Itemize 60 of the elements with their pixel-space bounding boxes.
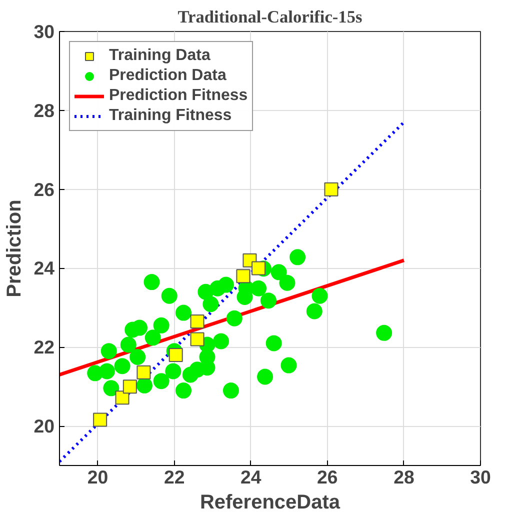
point bbox=[266, 335, 282, 352]
point bbox=[312, 288, 328, 304]
point bbox=[144, 274, 160, 290]
point bbox=[98, 363, 115, 380]
point bbox=[168, 348, 183, 362]
point bbox=[161, 288, 178, 304]
point bbox=[376, 324, 392, 341]
point bbox=[190, 332, 204, 346]
x-tick-label: 20 bbox=[87, 466, 108, 488]
point bbox=[190, 314, 204, 328]
legend-label: Training Fitness bbox=[109, 107, 232, 125]
x-tick-label: 30 bbox=[470, 466, 491, 488]
point bbox=[103, 380, 120, 396]
point bbox=[122, 380, 137, 394]
legend-label: Training Data bbox=[109, 47, 210, 65]
point bbox=[153, 373, 170, 390]
legend-label: Prediction Data bbox=[109, 67, 226, 85]
x-tick-label: 28 bbox=[394, 466, 414, 488]
point bbox=[236, 269, 250, 284]
point bbox=[270, 264, 287, 280]
point bbox=[114, 358, 130, 374]
point bbox=[222, 382, 239, 399]
chart-title: Traditional-Calorific-15s bbox=[178, 8, 363, 26]
point bbox=[165, 363, 182, 380]
point bbox=[306, 303, 322, 320]
point bbox=[218, 276, 234, 293]
point bbox=[260, 292, 276, 309]
point bbox=[136, 377, 152, 394]
point bbox=[115, 390, 130, 405]
point bbox=[93, 412, 108, 427]
point bbox=[280, 357, 297, 374]
y-tick-label: 30 bbox=[34, 21, 55, 42]
point bbox=[120, 336, 136, 353]
x-axis-title: ReferenceData bbox=[200, 492, 341, 514]
point bbox=[252, 261, 266, 276]
point bbox=[250, 280, 267, 296]
y-tick-label: 20 bbox=[34, 416, 55, 437]
point bbox=[130, 349, 146, 365]
y-axis-title: Prediction bbox=[4, 200, 26, 298]
y-tick-label: 24 bbox=[34, 258, 56, 279]
point bbox=[153, 317, 170, 334]
point bbox=[226, 310, 242, 326]
point bbox=[144, 330, 161, 346]
point bbox=[213, 333, 230, 350]
point bbox=[100, 343, 117, 360]
point bbox=[290, 249, 306, 266]
x-tick-label: 24 bbox=[240, 466, 262, 488]
point bbox=[202, 296, 219, 312]
point bbox=[279, 274, 296, 291]
point bbox=[176, 304, 192, 321]
point bbox=[257, 368, 274, 385]
x-tick-label: 26 bbox=[317, 466, 338, 488]
y-tick-label: 26 bbox=[34, 178, 55, 200]
point bbox=[324, 182, 338, 196]
point bbox=[136, 365, 151, 380]
legend-label: Prediction Fitness bbox=[109, 87, 248, 105]
y-tick-label: 22 bbox=[34, 336, 55, 358]
x-tick-label: 22 bbox=[164, 466, 185, 488]
y-tick-label: 28 bbox=[34, 100, 55, 121]
point bbox=[176, 382, 192, 399]
